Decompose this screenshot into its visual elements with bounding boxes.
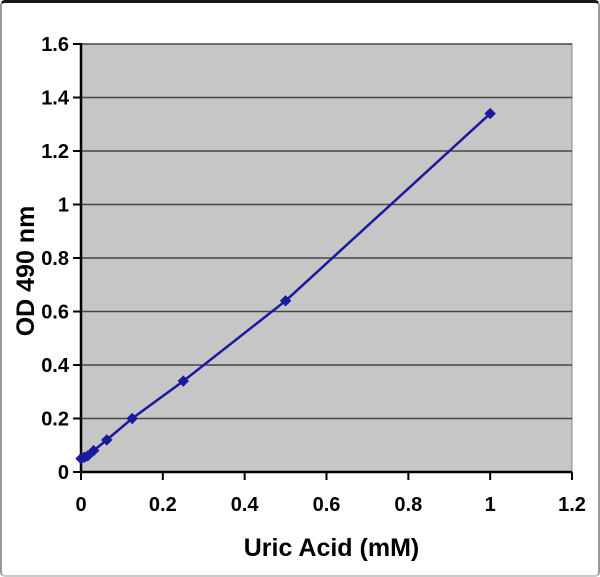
x-tick-label: 0.4 [231,494,260,516]
y-tick-label: 0.4 [41,355,70,377]
y-tick-label: 0 [58,462,69,484]
x-tick-label: 1.2 [558,494,586,516]
data-point-marker [101,434,113,446]
x-tick-label: 0.8 [394,494,422,516]
y-tick-label: 1 [58,195,69,217]
line-chart: 0 0.2 0.4 0.6 0.8 1 1.2 1.4 1.6 0 0.2 0.4 0.6 0.8 1 1.2… [12,34,586,562]
x-tick-label: 0 [75,494,86,516]
y-tick-label: 0.6 [41,302,69,324]
x-tick-label: 1 [485,494,496,516]
y-tick-label: 1.4 [41,88,70,110]
data-point-marker [177,375,189,387]
data-point-marker [126,412,138,425]
y-tick-label: 0.8 [41,248,69,270]
y-tick-label: 1.2 [41,141,69,163]
x-axis-title: Uric Acid (mM) [244,534,419,562]
data-point-marker [279,295,292,307]
x-tick-label: 0.2 [149,494,177,516]
data-point-marker [87,444,100,457]
data-point-marker [81,450,94,462]
y-tick-label: 1.6 [41,34,69,56]
y-tick-label: 0.2 [41,409,69,431]
x-tick-label: 0.6 [313,494,341,516]
y-axis-title: OD 490 nm [12,206,40,337]
data-point-marker [484,107,496,120]
